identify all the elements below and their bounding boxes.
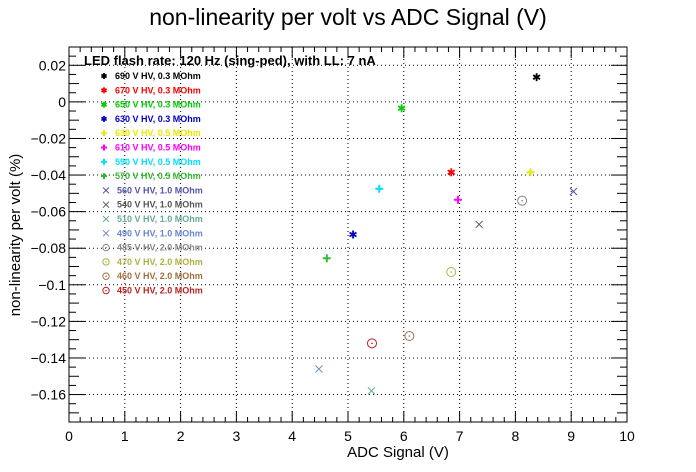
legend-marker — [100, 101, 108, 108]
legend-label: 630 V HV, 0.5 MOhm — [115, 128, 201, 138]
legend-entries: 690 V HV, 0.3 MOhm 670 V HV, 0.3 MOhm 650 … — [100, 71, 203, 296]
x-axis-label: ADC Signal (V) — [347, 444, 449, 461]
x-tick-label: 9 — [567, 428, 575, 444]
legend-label: 540 V HV, 1.0 MOhm — [117, 200, 203, 210]
legend-marker — [100, 115, 108, 122]
legend-marker — [101, 130, 107, 137]
data-point — [367, 387, 376, 395]
legend-marker — [102, 215, 110, 223]
legend-marker — [102, 201, 110, 209]
data-points — [315, 73, 578, 395]
legend-label: 460 V HV, 2.0 MOhm — [117, 271, 203, 281]
legend-label: 510 V HV, 1.0 MOhm — [117, 214, 203, 224]
data-point — [404, 331, 415, 342]
axis-ticks — [68, 46, 628, 423]
legend-label: 470 V HV, 2.0 MOhm — [117, 257, 203, 267]
legend-label: 670 V HV, 0.3 MOhm — [115, 85, 201, 95]
legend-marker — [102, 272, 110, 280]
x-tick-label: 2 — [177, 428, 185, 444]
chart-title: non-linearity per volt vs ADC Signal (V) — [149, 4, 547, 30]
y-tick-label: −0.06 — [31, 204, 67, 220]
y-tick-label: 0 — [58, 94, 66, 110]
x-tick-label: 4 — [288, 428, 296, 444]
y-tick-label: −0.04 — [31, 167, 67, 183]
data-point — [315, 365, 323, 373]
data-point — [397, 104, 406, 113]
x-tick-label: 7 — [456, 428, 464, 444]
x-tick-labels: 0 1 2 3 4 5 6 7 8 9 10 — [65, 428, 635, 444]
y-tick-label: −0.14 — [31, 350, 67, 366]
legend-label: 560 V HV, 1.0 MOhm — [117, 185, 203, 195]
x-tick-label: 3 — [233, 428, 241, 444]
legend-label: 450 V HV, 2.0 MOhm — [117, 286, 203, 296]
legend-marker — [102, 243, 110, 252]
y-tick-label: −0.1 — [38, 277, 66, 293]
data-point — [526, 168, 535, 177]
y-tick-label: −0.02 — [31, 130, 67, 146]
legend-label: 630 V HV, 0.3 MOhm — [115, 114, 201, 124]
legend-label: 690 V HV, 0.3 MOhm — [115, 71, 201, 81]
legend-header: LED flash rate: 120 Hz (sing-ped), with … — [84, 53, 376, 68]
data-point — [475, 220, 483, 229]
x-tick-label: 1 — [121, 428, 129, 444]
legend-marker — [102, 286, 110, 295]
x-tick-label: 8 — [512, 428, 520, 444]
data-point — [447, 168, 456, 177]
y-tick-label: −0.16 — [31, 387, 67, 403]
data-point — [322, 254, 331, 263]
legend-marker — [100, 87, 108, 94]
legend-marker — [101, 173, 107, 180]
data-point — [532, 73, 541, 82]
legend-marker — [101, 158, 107, 165]
legend-label: 485 V HV, 2.0 MOhm — [117, 243, 203, 253]
data-point — [375, 184, 384, 193]
legend-label: 590 V HV, 0.5 MOhm — [115, 157, 201, 167]
legend-label: 610 V HV, 0.5 MOhm — [115, 143, 201, 153]
legend-marker — [100, 73, 108, 79]
y-tick-label: 0.02 — [39, 57, 66, 73]
legend-marker — [101, 144, 107, 151]
legend-label: 650 V HV, 0.3 MOhm — [115, 100, 201, 110]
legend: LED flash rate: 120 Hz (sing-ped), with … — [84, 53, 376, 296]
y-tick-label: −0.08 — [31, 240, 67, 256]
legend-marker — [102, 187, 110, 194]
data-point — [453, 195, 462, 204]
x-tick-label: 5 — [344, 428, 352, 444]
legend-marker — [102, 258, 110, 266]
y-tick-label: −0.12 — [31, 313, 67, 329]
data-point — [517, 195, 528, 206]
x-tick-label: 6 — [400, 428, 408, 444]
y-axis-label: non-linearity per volt (%) — [7, 154, 24, 317]
grid — [69, 47, 627, 422]
y-tick-labels: 0.02 0 −0.02 −0.04 −0.06 −0.08 −0.1 −0.12 −0.14 −… — [31, 57, 67, 402]
x-tick-label: 10 — [619, 428, 635, 444]
legend-label: 570 V HV, 0.5 MOhm — [115, 171, 201, 181]
legend-marker — [102, 229, 110, 237]
data-point — [349, 230, 357, 239]
data-point — [446, 267, 457, 277]
x-tick-label: 0 — [65, 428, 73, 444]
data-point — [366, 338, 377, 349]
legend-label: 490 V HV, 1.0 MOhm — [117, 228, 203, 238]
data-point — [569, 187, 578, 196]
